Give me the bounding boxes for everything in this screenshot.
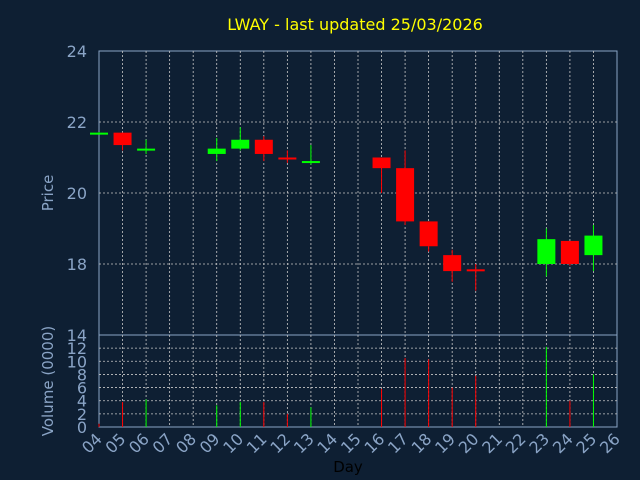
- candle-body: [584, 235, 603, 256]
- volume-tick-label: 4: [77, 392, 87, 411]
- chart-title: LWAY - last updated 25/03/2026: [227, 15, 483, 34]
- volume-tick-label: 0: [77, 418, 87, 437]
- price-panel: 18 20 22 24 14 Price: [39, 42, 618, 345]
- candle-body: [113, 132, 132, 146]
- price-tick-label: 18: [67, 255, 87, 274]
- candle-body: [466, 269, 485, 272]
- volume-grid: [99, 335, 617, 427]
- candle-body: [90, 132, 108, 135]
- candle-body: [560, 240, 579, 264]
- candle-body: [137, 148, 156, 151]
- volume-tick-label: 8: [77, 365, 87, 384]
- price-tick-label: 20: [67, 184, 87, 203]
- price-axis-label: Price: [39, 175, 57, 212]
- price-y-ticks: 18 20 22 24 14: [67, 42, 87, 345]
- volume-tick-label: 10: [67, 352, 87, 371]
- candle-body: [443, 255, 462, 272]
- price-tick-label: 22: [67, 113, 87, 132]
- price-grid: [99, 51, 617, 335]
- candle-body: [372, 157, 391, 169]
- x-axis-label: Day: [333, 458, 363, 476]
- candle-body: [301, 161, 320, 164]
- candle-body: [419, 221, 438, 247]
- volume-tick-label: 14: [67, 326, 87, 345]
- x-tick-label: 26: [596, 429, 624, 457]
- volume-tick-label: 2: [77, 405, 87, 424]
- candle-body: [254, 139, 273, 154]
- candle-body: [537, 239, 556, 264]
- price-tick-label: 24: [67, 42, 87, 61]
- x-axis-ticks: 0405060708091011121314151617181920212223…: [78, 429, 624, 457]
- volume-bars: [98, 346, 594, 427]
- candle-body: [278, 157, 297, 160]
- volume-tick-label: 12: [67, 339, 87, 358]
- volume-tick-label: 6: [77, 379, 87, 398]
- candle-body: [207, 148, 226, 154]
- candle-body: [231, 139, 250, 149]
- candle-body: [396, 168, 415, 222]
- candles: [90, 127, 603, 291]
- volume-axis-label: Volume (0000): [39, 326, 57, 436]
